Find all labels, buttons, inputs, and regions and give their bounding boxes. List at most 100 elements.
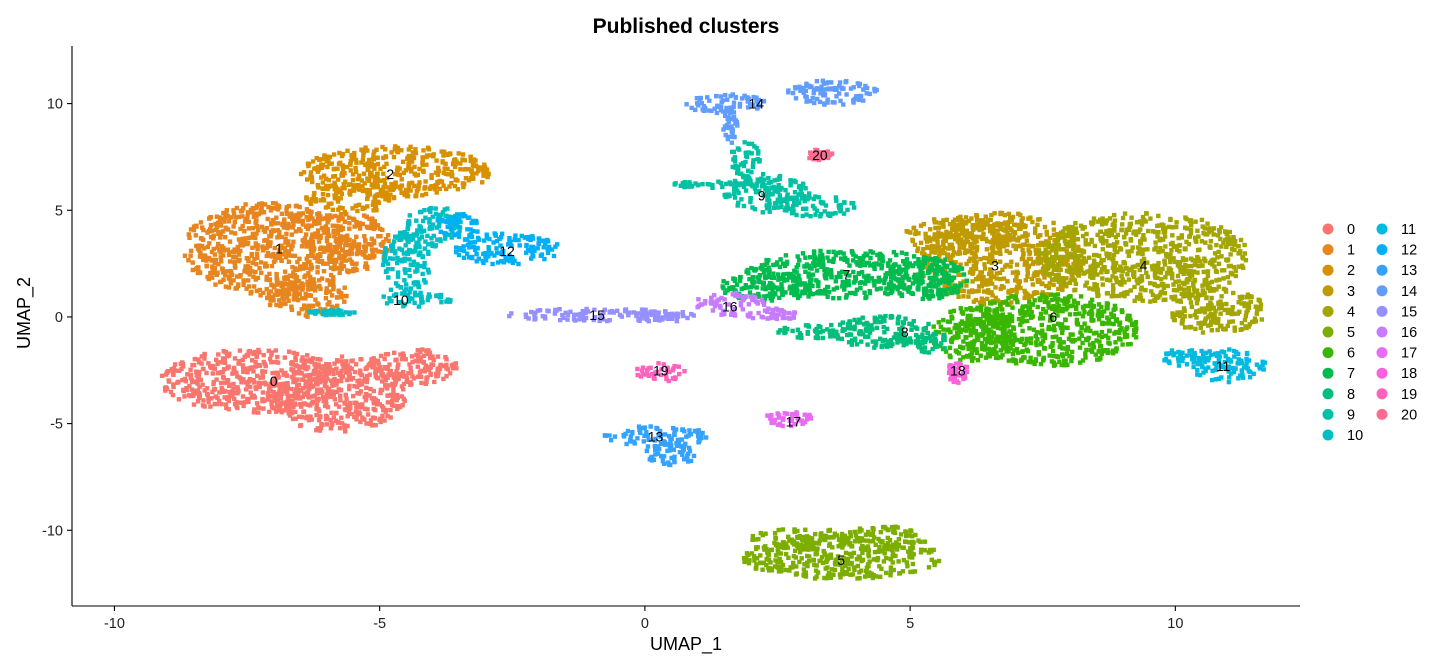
legend-item-15: 15 — [1376, 304, 1417, 320]
cluster-label-19: 19 — [653, 362, 669, 378]
legend-label: 16 — [1401, 325, 1417, 341]
x-tick-label: -5 — [373, 616, 386, 632]
cluster-9-points — [672, 140, 857, 219]
legend-label: 2 — [1347, 263, 1355, 279]
cluster-label-2: 2 — [386, 166, 394, 182]
cluster-label-7: 7 — [843, 266, 851, 282]
legend-item-0: 0 — [1322, 222, 1355, 238]
legend-label: 17 — [1401, 346, 1417, 362]
legend-swatch — [1376, 388, 1388, 400]
legend-item-9: 9 — [1322, 407, 1355, 423]
cluster-label-20: 20 — [812, 147, 828, 163]
cluster-label-16: 16 — [722, 298, 738, 314]
legend-label: 18 — [1401, 366, 1417, 382]
y-axis-ticks: -10 -5 0 5 10 — [42, 97, 72, 539]
legend-label: 7 — [1347, 366, 1355, 382]
cluster-label-18: 18 — [950, 362, 966, 378]
legend-swatch — [1376, 305, 1388, 317]
cluster-label-5: 5 — [837, 552, 845, 568]
legend-swatch — [1376, 285, 1388, 297]
cluster-label-13: 13 — [648, 428, 664, 444]
legend-swatch — [1376, 347, 1388, 359]
legend-swatch — [1376, 264, 1388, 276]
legend-item-4: 4 — [1322, 304, 1355, 320]
cluster-label-10: 10 — [393, 292, 409, 308]
legend-item-16: 16 — [1376, 325, 1417, 341]
legend-label: 9 — [1347, 407, 1355, 423]
legend-label: 12 — [1401, 243, 1417, 259]
legend-item-18: 18 — [1376, 366, 1417, 382]
cluster-5-points — [741, 524, 942, 581]
y-axis-title: UMAP_2 — [14, 277, 35, 349]
legend-item-20: 20 — [1376, 407, 1417, 423]
legend-label: 5 — [1347, 325, 1355, 341]
cluster-label-6: 6 — [1049, 309, 1057, 325]
legend-swatch — [1322, 326, 1334, 338]
cluster-label-11: 11 — [1216, 358, 1231, 374]
legend-item-19: 19 — [1376, 387, 1417, 403]
cluster-7-points — [720, 248, 969, 304]
cluster-label-8: 8 — [901, 324, 909, 340]
cluster-16-points — [695, 290, 798, 322]
cluster-15-points — [507, 306, 696, 324]
y-tick-label: 5 — [55, 203, 63, 219]
x-tick-label: 10 — [1167, 616, 1183, 632]
x-axis-ticks: -10 -5 0 5 10 — [104, 606, 1183, 632]
cluster-label-4: 4 — [1140, 258, 1148, 274]
cluster-0-points — [159, 347, 459, 434]
legend-swatch — [1322, 347, 1334, 359]
legend-label: 14 — [1401, 284, 1417, 300]
legend-label: 19 — [1401, 387, 1417, 403]
cluster-8-points — [776, 313, 947, 355]
cluster-6-points — [931, 292, 1139, 368]
legend-item-1: 1 — [1322, 243, 1355, 259]
legend-swatch — [1322, 244, 1334, 256]
y-tick-label: 10 — [47, 97, 63, 113]
legend-swatch — [1322, 367, 1334, 379]
cluster-11-points — [1162, 347, 1267, 385]
cluster-14-points — [684, 78, 879, 145]
cluster-1-points — [182, 201, 391, 319]
cluster-10-points — [307, 205, 463, 318]
cluster-label-0: 0 — [270, 373, 278, 389]
cluster-label-14: 14 — [749, 96, 765, 112]
points-layer — [159, 78, 1267, 581]
chart-title: Published clusters — [593, 15, 780, 38]
legend-label: 10 — [1347, 428, 1363, 444]
cluster-12-points — [435, 212, 560, 267]
legend-swatch — [1322, 305, 1334, 317]
legend-item-12: 12 — [1376, 243, 1417, 259]
x-tick-label: 0 — [641, 616, 649, 632]
cluster-label-17: 17 — [786, 414, 802, 430]
cluster-label-9: 9 — [758, 187, 766, 203]
cluster-label-1: 1 — [275, 241, 283, 257]
cluster-18-points — [946, 361, 970, 385]
legend-label: 11 — [1401, 222, 1416, 238]
legend-label: 3 — [1347, 284, 1355, 300]
legend-item-8: 8 — [1322, 387, 1355, 403]
cluster-label-15: 15 — [589, 307, 605, 323]
legend-swatch — [1376, 326, 1388, 338]
legend-label: 0 — [1347, 222, 1355, 238]
legend-label: 6 — [1347, 346, 1355, 362]
x-tick-label: 5 — [906, 616, 914, 632]
legend-item-7: 7 — [1322, 366, 1355, 382]
legend-item-13: 13 — [1376, 263, 1417, 279]
legend-label: 13 — [1401, 263, 1417, 279]
legend-swatch — [1322, 285, 1334, 297]
x-tick-label: -10 — [104, 616, 125, 632]
legend-swatch — [1376, 408, 1388, 420]
legend-item-11: 11 — [1376, 222, 1416, 238]
legend-swatch — [1376, 223, 1388, 235]
y-tick-label: 0 — [55, 310, 63, 326]
legend-swatch — [1322, 429, 1334, 441]
legend-item-6: 6 — [1322, 346, 1355, 362]
legend-label: 4 — [1347, 304, 1355, 320]
cluster-4-points — [1036, 211, 1264, 335]
legend-item-2: 2 — [1322, 263, 1355, 279]
legend-item-10: 10 — [1322, 428, 1363, 444]
cluster-2-points — [298, 144, 491, 215]
legend-swatch — [1322, 388, 1334, 400]
